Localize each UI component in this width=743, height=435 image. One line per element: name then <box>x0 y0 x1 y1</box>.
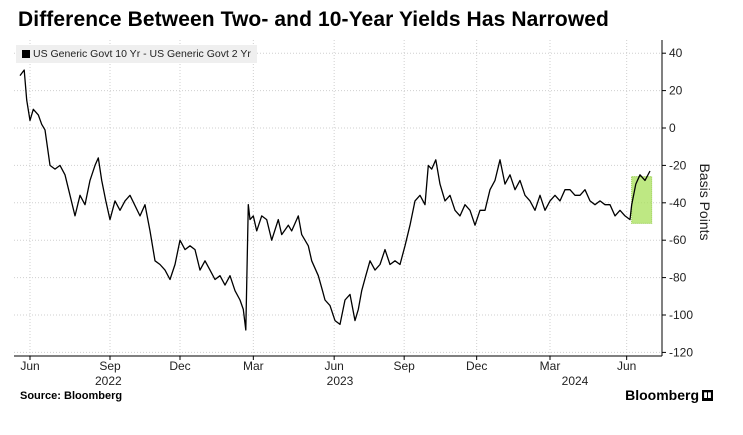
bloomberg-logo: Bloomberg ▮▮ <box>625 387 713 403</box>
x-tick-label: Dec <box>169 359 190 373</box>
y-tick-label: 40 <box>669 46 683 60</box>
highlight-box <box>631 176 653 224</box>
legend-label: US Generic Govt 10 Yr - US Generic Govt … <box>33 48 251 60</box>
brand-text: Bloomberg <box>625 387 699 403</box>
x-tick-label: Jun <box>617 359 636 373</box>
y-tick-label: -120 <box>669 345 693 359</box>
x-tick-label: Mar <box>540 359 561 373</box>
series-line <box>19 69 651 331</box>
y-tick-label: 20 <box>669 84 683 98</box>
y-tick-label: -20 <box>669 158 687 172</box>
legend-swatch <box>22 50 30 58</box>
y-tick-label: -40 <box>669 196 687 210</box>
y-tick-label: -80 <box>669 271 687 285</box>
source-note: Source: Bloomberg <box>20 390 123 402</box>
x-tick-label: Mar <box>243 359 264 373</box>
legend: US Generic Govt 10 Yr - US Generic Govt … <box>16 45 257 63</box>
y-tick-label: -60 <box>669 233 687 247</box>
x-year-label: 2022 <box>95 374 122 388</box>
x-year-label: 2023 <box>327 374 354 388</box>
y-axis-label: Basis Points <box>697 163 713 240</box>
x-tick-label: Sep <box>393 359 415 373</box>
x-tick-label: Dec <box>466 359 487 373</box>
x-tick-label: Jun <box>20 359 39 373</box>
y-tick-label: -100 <box>669 308 693 322</box>
x-tick-label: Jun <box>324 359 343 373</box>
chart-title: Difference Between Two- and 10-Year Yiel… <box>18 8 609 31</box>
x-tick-label: Sep <box>99 359 121 373</box>
bloomberg-mark-icon: ▮▮ <box>702 389 713 401</box>
y-tick-label: 0 <box>669 121 676 135</box>
x-year-label: 2024 <box>562 374 589 388</box>
